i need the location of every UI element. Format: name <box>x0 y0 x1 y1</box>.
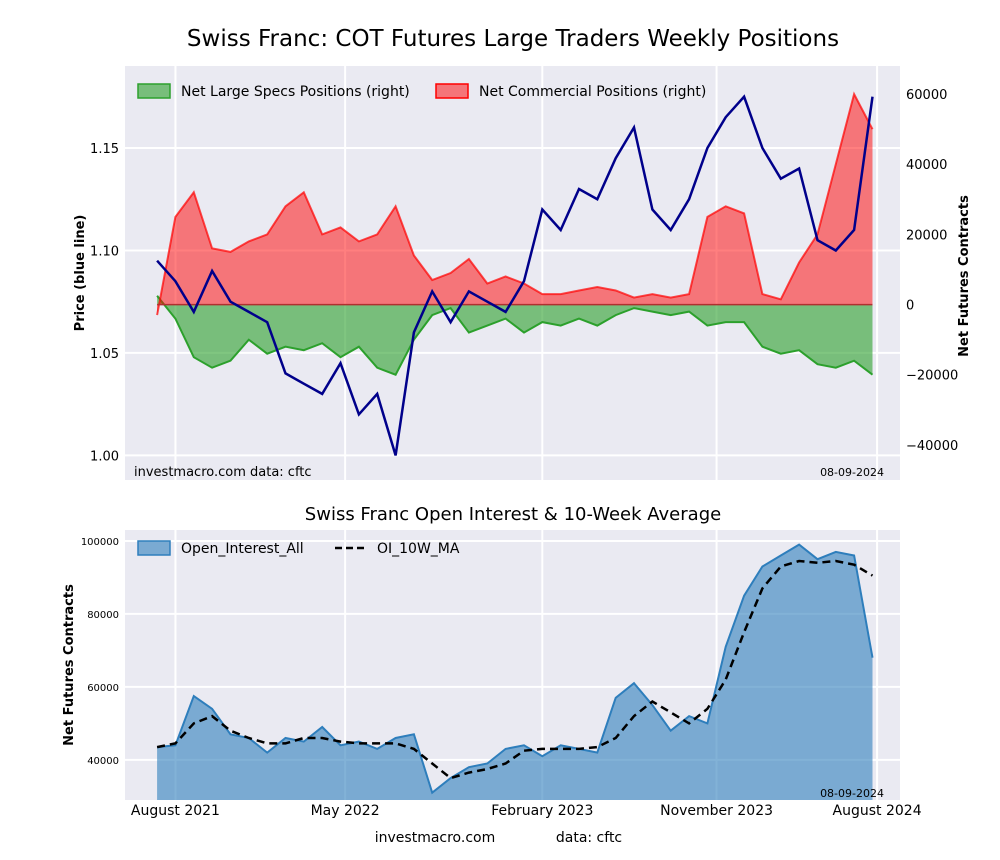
top-y-axis-label: Price (blue line) <box>73 215 88 332</box>
top-ytick-label-3: 1.15 <box>90 142 119 157</box>
figure-title: Swiss Franc: COT Futures Large Traders W… <box>187 26 839 52</box>
bottom-date-label: 08-09-2024 <box>820 787 884 800</box>
series-open-interest-line <box>157 543 874 795</box>
bottom-ytick-label-2: 80000 <box>87 610 119 621</box>
bottom-ytick-label-0: 40000 <box>87 756 119 767</box>
legend-label-commercial: Net Commercial Positions (right) <box>479 84 706 100</box>
bottom-xtick-label-1: May 2022 <box>311 803 380 819</box>
bottom-xtick-label-4: August 2024 <box>833 803 922 819</box>
bottom-legend: Open_Interest_All OI_10W_MA <box>137 540 460 557</box>
bottom-y-axis-label: Net Futures Contracts <box>62 584 77 746</box>
legend-label-open-interest: Open_Interest_All <box>181 541 304 557</box>
bottom-ytick-label-3: 100000 <box>81 537 119 548</box>
top-axes: 1.00 1.05 1.10 1.15 60000 40000 20000 0 −20000 −4… <box>90 88 958 464</box>
legend-label-specs: Net Large Specs Positions (right) <box>181 84 410 100</box>
series-commercial-line <box>156 91 874 316</box>
top-y2tick-label-0: 60000 <box>906 88 947 103</box>
top-y2tick-label-5: −40000 <box>906 439 958 454</box>
legend-label-ma: OI_10W_MA <box>377 541 460 557</box>
top-y2tick-label-3: 0 <box>906 299 914 314</box>
top-series-layer <box>156 91 874 456</box>
top-y2tick-label-1: 40000 <box>906 158 947 173</box>
top-watermark: investmacro.com data: cftc <box>134 465 312 480</box>
top-ytick-label-2: 1.10 <box>90 244 119 259</box>
top-date-label: 08-09-2024 <box>820 466 884 479</box>
series-price-line <box>156 94 874 456</box>
bottom-chart-title: Swiss Franc Open Interest & 10-Week Aver… <box>305 504 721 525</box>
bottom-xtick-label-2: February 2023 <box>491 803 593 819</box>
top-y2tick-label-2: 20000 <box>906 228 947 243</box>
top-ytick-label-0: 1.00 <box>90 449 119 464</box>
top-y2tick-label-4: −20000 <box>906 369 958 384</box>
bottom-axes: 40000 60000 80000 100000 August 2021 May 2022… <box>81 537 922 819</box>
series-specs-area <box>157 295 873 375</box>
bottom-xtick-label-0: August 2021 <box>131 803 220 819</box>
top-legend: Net Large Specs Positions (right) Net Co… <box>137 83 706 100</box>
series-commercial-area <box>157 94 873 316</box>
bottom-series-layer <box>156 543 874 800</box>
top-y2-axis-label: Net Futures Contracts <box>957 195 972 357</box>
footer-right: data: cftc <box>556 830 622 846</box>
series-open-interest-area <box>157 544 873 800</box>
top-ytick-label-1: 1.05 <box>90 347 119 362</box>
bottom-xtick-label-3: November 2023 <box>660 803 773 819</box>
legend-swatch-open-interest <box>137 540 171 556</box>
legend-swatch-specs <box>137 83 171 99</box>
bottom-ytick-label-1: 60000 <box>87 683 119 694</box>
legend-swatch-commercial <box>435 83 469 99</box>
footer-left: investmacro.com <box>375 830 495 846</box>
series-ma-line <box>156 559 874 780</box>
